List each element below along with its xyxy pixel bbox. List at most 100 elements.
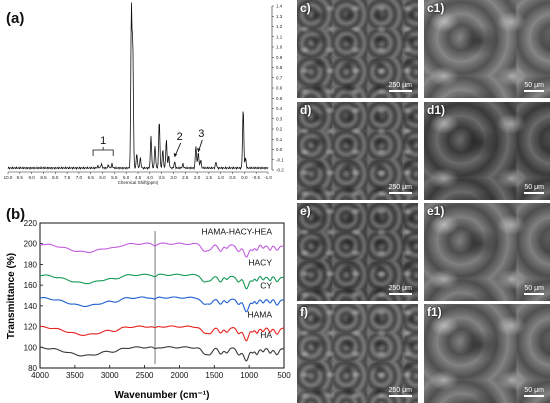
ftir-ylabel: Transmittance (%) xyxy=(6,253,17,339)
ftir-y-tick-label: 180 xyxy=(24,260,38,269)
nmr-y-tick-label: 1.0 xyxy=(276,45,283,50)
ftir-frame xyxy=(39,222,285,369)
nmr-x-tick-label: 4.0 xyxy=(147,175,154,180)
nmr-x-tick-label: 1.0 xyxy=(218,175,225,180)
sem-image-c1: c1) 50 μm xyxy=(424,0,550,98)
nmr-x-tick-label: 3.5 xyxy=(159,175,166,180)
sem-panel-label: c1) xyxy=(427,1,445,15)
sem-scale-bar: 50 μm xyxy=(524,285,544,295)
nmr-bracket xyxy=(92,147,114,156)
nmr-y-tick-label: 0.0 xyxy=(276,147,283,152)
sem-panel-label: e) xyxy=(300,204,311,218)
nmr-y-tick-label: 0.7 xyxy=(276,75,283,80)
sem-panel-label: c) xyxy=(300,1,311,15)
nmr-x-tick-label: 2.0 xyxy=(194,175,201,180)
ftir-series-hacy xyxy=(40,273,285,290)
nmr-x-tick-label: 8.5 xyxy=(40,175,47,180)
sem-scale-line xyxy=(524,293,544,295)
panel-b-label: (b) xyxy=(6,206,26,223)
sem-image-e: e) 250 μm xyxy=(297,203,418,301)
nmr-annotation-1: 1 xyxy=(100,135,106,147)
nmr-arrowhead-2 xyxy=(173,153,178,157)
sem-scale-bar: 250 μm xyxy=(388,184,413,194)
sem-scale-line xyxy=(524,90,544,92)
ftir-series-cy xyxy=(39,296,285,313)
ftir-x-tick-label: 2500 xyxy=(136,371,154,380)
ftir-x-tick-label: 4000 xyxy=(31,371,49,380)
ftir-series-label: CY xyxy=(260,280,272,290)
nmr-x-tick-label: 0.0 xyxy=(241,175,248,180)
nmr-x-tick-label: 6.5 xyxy=(88,175,95,180)
nmr-trace xyxy=(7,2,269,171)
nmr-x-tick-label: 8.0 xyxy=(52,175,59,180)
sem-scale-bar: 250 μm xyxy=(388,285,413,295)
sem-panel-label: d) xyxy=(300,103,312,117)
nmr-annotation-2: 2 xyxy=(177,131,183,143)
nmr-y-tick-label: 0.9 xyxy=(276,55,283,60)
sem-scale-bar: 50 μm xyxy=(524,184,544,194)
nmr-x-tick-label: 1.5 xyxy=(206,175,213,180)
nmr-y-tick-label: 1.2 xyxy=(276,24,283,29)
ftir-series-hama xyxy=(39,325,284,342)
nmr-y-tick-label: 1.4 xyxy=(276,4,283,9)
ftir-series-label: HAMA-HACY-HEA xyxy=(201,226,272,236)
sem-image-f: f) 250 μm xyxy=(297,304,418,403)
nmr-x-axis-title: Chemical Shift(ppm) xyxy=(118,180,159,185)
sem-scale-bar: 50 μm xyxy=(524,387,544,397)
panel-a-label: (a) xyxy=(6,10,25,27)
sem-panel-label: d1) xyxy=(427,103,445,117)
nmr-x-tick-label: 5.5 xyxy=(111,175,118,180)
nmr-x-tick-label: 2.5 xyxy=(182,175,189,180)
nmr-y-tick-label: 0.3 xyxy=(276,116,283,121)
sem-scale-line xyxy=(388,90,412,92)
nmr-x-tick-label: 5.0 xyxy=(123,175,130,180)
sem-scale-label: 250 μm xyxy=(388,387,413,394)
nmr-x-tick-label: 3.0 xyxy=(170,175,177,180)
nmr-y-tick-label: 1.1 xyxy=(276,34,283,39)
nmr-x-tick-label: 9.0 xyxy=(29,175,36,180)
sem-scale-label: 50 μm xyxy=(524,387,544,394)
sem-scale-line xyxy=(388,192,412,194)
nmr-arrowhead-3 xyxy=(196,148,201,152)
sem-scale-label: 250 μm xyxy=(388,184,413,191)
sem-scale-line xyxy=(388,395,412,397)
nmr-y-tick-label: 1.3 xyxy=(276,14,283,19)
nmr-y-tick-label: 0.1 xyxy=(276,137,283,142)
ftir-x-tick-label: 2000 xyxy=(171,371,189,380)
nmr-x-tick-label: 4.5 xyxy=(135,175,142,180)
ftir-x-tick-label: 3000 xyxy=(101,371,119,380)
ftir-xlabel: Wavenumber (cm⁻¹) xyxy=(115,390,210,401)
ftir-series-hama-hacy-hea xyxy=(39,242,285,258)
nmr-x-tick-label: 10.0 xyxy=(4,175,13,180)
sem-panel-label: f) xyxy=(300,305,308,319)
nmr-y-tick-label: 0.5 xyxy=(276,96,283,101)
ftir-y-tick-label: 120 xyxy=(24,323,38,332)
sem-scale-line xyxy=(388,293,412,295)
nmr-x-tick-label: -0.5 xyxy=(252,175,260,180)
nmr-x-tick-label: 6.0 xyxy=(99,175,106,180)
sem-scale-label: 50 μm xyxy=(524,184,544,191)
nmr-y-tick-label: 0.6 xyxy=(276,86,283,91)
sem-scale-line xyxy=(524,395,544,397)
nmr-y-tick-label: -0.2 xyxy=(276,168,284,173)
nmr-y-tick-label: 0.8 xyxy=(276,65,283,70)
nmr-x-tick-label: 7.5 xyxy=(64,175,71,180)
sem-scale-label: 50 μm xyxy=(524,82,544,89)
ftir-y-tick-label: 200 xyxy=(24,240,38,249)
sem-panel-label: e1) xyxy=(427,204,445,218)
ftir-y-tick-label: 140 xyxy=(24,302,38,311)
ftir-series-label: HA xyxy=(260,330,272,340)
sem-scale-label: 250 μm xyxy=(388,285,413,292)
sem-scale-label: 250 μm xyxy=(388,82,413,89)
ftir-chart: 4000 3500 3000 2500 2000 1500 1000 500 80 100 120 1… xyxy=(6,219,291,401)
ftir-series-label: HAMA xyxy=(247,309,272,319)
sem-image-e1: e1) 50 μm xyxy=(424,203,550,301)
sem-image-f1: f1) 50 μm xyxy=(424,304,550,403)
ftir-series-label: HACY xyxy=(248,257,272,267)
nmr-spectrum: 10.0 9.5 9.0 8.5 8.0 7.5 7.0 6.5 6.0 5.5 5.0 4.5 4.0… xyxy=(4,2,284,185)
ftir-x-tick-label: 1000 xyxy=(240,371,258,380)
ftir-y-tick-label: 80 xyxy=(28,364,37,373)
sem-image-c: c) 250 μm xyxy=(297,0,418,98)
nmr-x-tick-label: -1.0 xyxy=(264,175,272,180)
nmr-y-tick-label: 0.2 xyxy=(276,127,283,132)
